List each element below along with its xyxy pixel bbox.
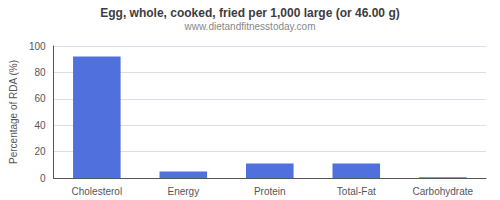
svg-text:Total-Fat: Total-Fat <box>337 186 376 197</box>
svg-text:20: 20 <box>34 146 46 157</box>
svg-text:Cholesterol: Cholesterol <box>72 186 123 197</box>
svg-text:www.dietandfitnesstoday.com: www.dietandfitnesstoday.com <box>184 21 316 32</box>
svg-text:Percentage of RDA (%): Percentage of RDA (%) <box>8 60 19 164</box>
svg-text:80: 80 <box>34 67 46 78</box>
svg-text:Egg, whole, cooked, fried per: Egg, whole, cooked, fried per 1,000 larg… <box>100 6 399 20</box>
svg-text:60: 60 <box>34 93 46 104</box>
svg-text:40: 40 <box>34 120 46 131</box>
svg-text:100: 100 <box>29 41 46 52</box>
svg-text:Carbohydrate: Carbohydrate <box>412 186 473 197</box>
svg-text:Energy: Energy <box>167 186 199 197</box>
svg-text:0: 0 <box>40 173 46 184</box>
svg-text:Protein: Protein <box>254 186 286 197</box>
